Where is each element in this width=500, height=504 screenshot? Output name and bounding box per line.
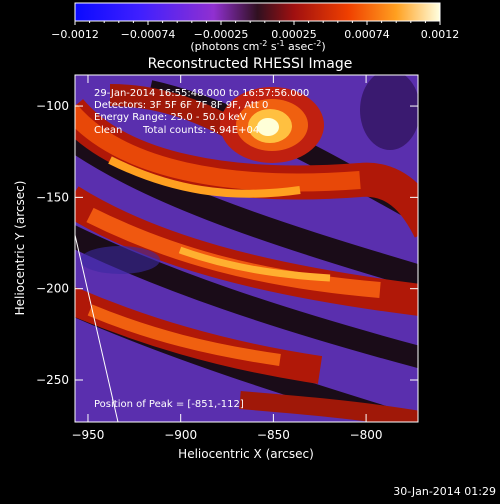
colorbar-tick-label: −0.00025 xyxy=(194,28,249,41)
annotation-peak-position: Position of Peak = [-851,-112] xyxy=(94,399,244,410)
colorbar-tick-label: −0.00074 xyxy=(121,28,176,41)
y-tick-label: −250 xyxy=(36,373,69,387)
x-tick-label: −950 xyxy=(71,428,104,442)
colorbar-tick-label: 0.00074 xyxy=(344,28,390,41)
colorbar-tick-label: −0.0012 xyxy=(51,28,99,41)
colorbar-tick-label: 0.0012 xyxy=(421,28,460,41)
solar-limb-line xyxy=(74,234,119,423)
annotation-method: Clean xyxy=(94,125,122,136)
x-tick-label: −850 xyxy=(257,428,290,442)
colorbar: −0.0012 −0.00074 −0.00025 0.00025 0.00074 0.0… xyxy=(51,2,459,53)
y-tick-label: −100 xyxy=(36,99,69,113)
annotation-counts: Total counts: 5.94E+04 xyxy=(142,125,259,136)
x-axis-label: Heliocentric X (arcsec) xyxy=(178,447,314,461)
annotation-time-range: 29-Jan-2014 16:55:48.000 to 16:57:56.000 xyxy=(94,88,309,99)
y-axis-ticks: −100 −150 −200 −250 xyxy=(36,99,418,387)
y-tick-label: −200 xyxy=(36,282,69,296)
colorbar-gradient xyxy=(74,2,441,22)
footer-timestamp: 30-Jan-2014 01:29 xyxy=(393,485,496,498)
annotations: 29-Jan-2014 16:55:48.000 to 16:57:56.000… xyxy=(94,88,309,410)
y-axis-label: Heliocentric Y (arcsec) xyxy=(13,181,27,316)
x-axis-ticks: −950 −900 −850 −800 xyxy=(71,75,383,442)
annotation-detectors: Detectors: 3F 5F 6F 7F 8F 9F, Att 0 xyxy=(94,100,268,111)
heatmap-image xyxy=(75,75,418,422)
y-tick-label: −150 xyxy=(36,190,69,204)
x-tick-label: −900 xyxy=(164,428,197,442)
colorbar-unit-label: (photons cm-2 s-1 asec-2) xyxy=(190,39,325,53)
chart-title: Reconstructed RHESSI Image xyxy=(148,56,353,72)
colorbar-ticks: −0.0012 −0.00074 −0.00025 0.00025 0.00074 0.0… xyxy=(51,21,459,41)
x-tick-label: −800 xyxy=(350,428,383,442)
plot-frame xyxy=(74,74,419,423)
colorbar-tick-label: 0.00025 xyxy=(271,28,317,41)
annotation-energy: Energy Range: 25.0 - 50.0 keV xyxy=(94,112,247,123)
